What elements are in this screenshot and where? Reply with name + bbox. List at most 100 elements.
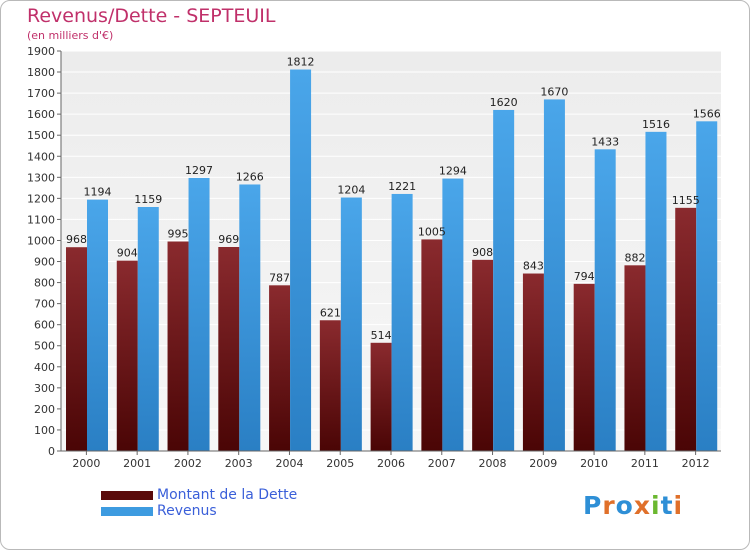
data-label: 1155 <box>672 194 700 207</box>
y-tick-label: 400 <box>34 361 55 374</box>
y-tick-label: 500 <box>34 340 55 353</box>
bar-dette <box>370 342 392 451</box>
data-label: 1812 <box>287 56 315 69</box>
x-tick-label: 2010 <box>580 457 608 470</box>
bar-revenus <box>87 199 108 451</box>
bar-revenus <box>290 69 312 452</box>
logo-letter: r <box>602 491 616 520</box>
logo-letter: i <box>673 491 684 520</box>
bar-dette <box>624 265 646 451</box>
data-label: 1294 <box>439 165 467 178</box>
bar-dette <box>116 260 138 451</box>
data-label: 514 <box>371 329 392 342</box>
bar-revenus <box>442 178 464 451</box>
data-label: 1221 <box>388 180 416 193</box>
x-tick-label: 2012 <box>682 457 710 470</box>
data-label: 882 <box>624 251 645 264</box>
x-tick-label: 2004 <box>275 457 303 470</box>
y-tick-label: 1700 <box>27 87 55 100</box>
bar-dette <box>218 247 240 451</box>
chart-title: Revenus/Dette - SEPTEUIL <box>27 5 276 27</box>
x-tick-label: 2003 <box>225 457 253 470</box>
bar-dette <box>675 207 697 451</box>
x-tick-label: 2009 <box>529 457 557 470</box>
x-tick-label: 2001 <box>123 457 151 470</box>
y-tick-label: 600 <box>34 319 55 332</box>
data-label: 969 <box>218 233 239 246</box>
data-label: 1433 <box>591 135 619 148</box>
proxiti-logo: Proxiti <box>583 491 683 520</box>
bar-dette <box>167 241 189 451</box>
data-label: 995 <box>168 228 189 241</box>
y-tick-label: 1900 <box>27 45 55 58</box>
data-label: 1566 <box>693 107 721 120</box>
legend-swatch-debt <box>101 490 153 500</box>
chart-subtitle: (en milliers d'€) <box>27 29 114 42</box>
data-label: 904 <box>117 247 138 260</box>
y-tick-label: 1200 <box>27 192 55 205</box>
bar-dette <box>269 285 291 451</box>
data-label: 1266 <box>236 170 264 183</box>
data-label: 787 <box>269 271 290 284</box>
legend-item-revenus: Revenus <box>101 503 297 519</box>
y-tick-label: 1400 <box>27 150 55 163</box>
data-label: 1516 <box>642 118 670 131</box>
y-tick-label: 200 <box>34 403 55 416</box>
data-label: 621 <box>320 306 341 319</box>
y-tick-label: 1000 <box>27 234 55 247</box>
bar-revenus <box>594 149 616 451</box>
y-tick-label: 300 <box>34 382 55 395</box>
logo-letter: o <box>615 491 634 520</box>
legend-item-debt: Montant de la Dette <box>101 487 297 503</box>
x-tick-label: 2000 <box>72 457 100 470</box>
y-tick-label: 1600 <box>27 108 55 121</box>
y-tick-label: 1800 <box>27 66 55 79</box>
x-tick-label: 2008 <box>479 457 507 470</box>
legend-label-revenus: Revenus <box>157 503 217 519</box>
logo-letter: x <box>633 491 651 520</box>
y-tick-label: 1300 <box>27 171 55 184</box>
x-tick-label: 2005 <box>326 457 354 470</box>
y-tick-label: 900 <box>34 256 55 269</box>
y-axis-ticks: 0 100 200 300 400 500 600 700 800 900 1000 1100 1200… <box>27 45 61 458</box>
bar-revenus <box>188 177 210 451</box>
data-label: 794 <box>574 270 595 283</box>
bar-revenus <box>645 131 667 451</box>
data-label: 1670 <box>540 85 568 98</box>
data-label: 968 <box>66 233 87 246</box>
bar-dette <box>421 239 443 451</box>
bar-revenus <box>391 193 413 451</box>
bar-revenus <box>340 197 362 451</box>
bar-dette <box>522 273 544 451</box>
bar-revenus <box>493 109 515 452</box>
y-tick-label: 1100 <box>27 213 55 226</box>
data-label: 1159 <box>134 193 162 206</box>
data-label: 1620 <box>490 96 518 109</box>
y-tick-label: 100 <box>34 424 55 437</box>
bar-revenus <box>239 184 261 451</box>
bar-revenus <box>543 99 565 451</box>
bars <box>66 69 718 452</box>
y-tick-label: 0 <box>48 445 55 458</box>
x-tick-label: 2006 <box>377 457 405 470</box>
legend-swatch-revenus <box>101 506 153 516</box>
legend-label-debt: Montant de la Dette <box>157 487 298 503</box>
bar-dette <box>472 259 494 451</box>
logo-letter: P <box>583 491 603 520</box>
y-tick-label: 700 <box>34 298 55 311</box>
legend: Montant de la Dette Revenus <box>101 487 297 519</box>
x-axis-ticks: 2000 2001 2002 2003 2004 2005 2006 2007 2008 2009… <box>72 451 710 470</box>
x-tick-label: 2007 <box>428 457 456 470</box>
y-tick-label: 800 <box>34 277 55 290</box>
data-label: 843 <box>523 260 544 273</box>
x-tick-label: 2011 <box>631 457 659 470</box>
data-label: 1194 <box>84 186 112 199</box>
data-label: 908 <box>472 246 493 259</box>
data-label: 1005 <box>418 225 446 238</box>
logo-letter: i <box>651 491 661 520</box>
data-label: 1204 <box>337 184 365 197</box>
bar-dette <box>573 283 595 451</box>
bar-dette <box>319 320 341 451</box>
